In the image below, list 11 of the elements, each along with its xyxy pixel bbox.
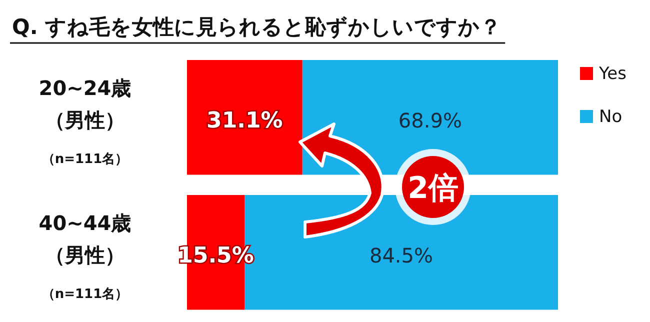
y-tick-label: 20~24歳（男性） [38,75,132,134]
legend-label: No [599,107,622,127]
legend-label: Yes [598,64,627,84]
data-label: 84.5% [369,243,434,268]
text: （n=111名） [42,152,128,167]
data-label: 31.1% [206,108,283,134]
text: （n=111名） [42,287,128,302]
data-label: 68.9% [398,108,462,132]
y-tick-label: 40~44歳（男性） [38,210,132,269]
chart-title: Q. すね毛を女性に見られると恥ずかしいですか？ [12,15,502,39]
annotation: 2倍 [408,171,458,206]
